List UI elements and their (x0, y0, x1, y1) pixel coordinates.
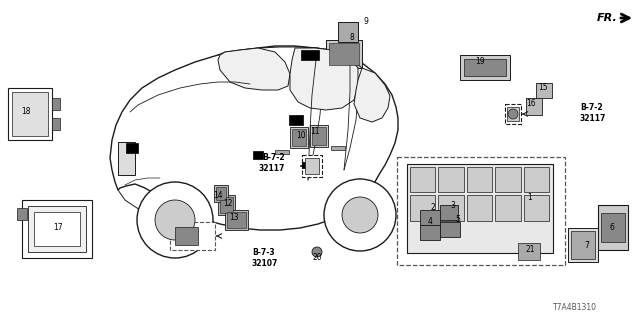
Text: 9: 9 (364, 18, 369, 27)
Bar (275, 150, 289, 154)
Bar (126, 143, 138, 153)
Bar (292, 129, 306, 146)
Text: 13: 13 (229, 213, 239, 222)
Circle shape (155, 200, 195, 240)
Text: 18: 18 (21, 108, 31, 116)
Polygon shape (110, 46, 398, 230)
Bar (410, 195, 435, 221)
Bar (170, 222, 215, 250)
Bar (22, 200, 92, 258)
Bar (505, 104, 521, 124)
Text: 7: 7 (584, 241, 589, 250)
Bar (12, 92, 48, 136)
Bar (571, 231, 595, 259)
Bar (598, 205, 628, 250)
Polygon shape (290, 48, 358, 110)
Polygon shape (354, 68, 390, 122)
Bar (289, 115, 303, 125)
Bar (301, 50, 319, 60)
Bar (524, 167, 549, 192)
Circle shape (312, 247, 322, 257)
Text: 8: 8 (349, 33, 355, 42)
Bar (227, 212, 246, 228)
Bar (8, 88, 52, 140)
Bar (28, 206, 86, 252)
Circle shape (324, 179, 396, 251)
Text: 11: 11 (310, 127, 320, 137)
Text: 1: 1 (527, 194, 532, 203)
Bar (302, 162, 310, 168)
Text: 19: 19 (475, 58, 485, 67)
Bar (253, 151, 263, 159)
Bar (526, 98, 542, 115)
Bar (420, 225, 440, 240)
Text: 14: 14 (213, 190, 223, 199)
Bar (410, 167, 435, 192)
Bar (495, 195, 520, 221)
Bar (495, 167, 520, 192)
Text: 3: 3 (451, 201, 456, 210)
Text: 5: 5 (456, 215, 460, 225)
Bar (218, 195, 235, 215)
Bar (329, 43, 359, 65)
Bar (438, 195, 464, 221)
Bar (338, 22, 358, 42)
Circle shape (137, 182, 213, 258)
Text: 16: 16 (526, 99, 536, 108)
Bar (464, 59, 506, 76)
Bar (290, 127, 308, 148)
Bar (52, 98, 60, 110)
Text: 6: 6 (609, 223, 614, 233)
Bar (17, 208, 27, 220)
Bar (524, 195, 549, 221)
Bar (312, 127, 326, 145)
Text: 20: 20 (312, 253, 322, 262)
Text: 21: 21 (525, 245, 535, 254)
Bar (438, 167, 464, 192)
Bar (507, 107, 519, 121)
Bar (305, 158, 319, 174)
Bar (518, 243, 540, 260)
Bar (536, 83, 552, 98)
Text: FR.: FR. (597, 13, 618, 23)
Bar (397, 157, 565, 265)
Text: B-7-2
32117: B-7-2 32117 (580, 103, 606, 123)
Bar (467, 195, 492, 221)
Text: 15: 15 (538, 84, 548, 92)
Text: T7A4B1310: T7A4B1310 (553, 303, 597, 313)
Bar (440, 205, 458, 220)
Bar (407, 164, 553, 253)
Bar (331, 146, 345, 150)
Text: 12: 12 (223, 199, 233, 209)
Bar (467, 167, 492, 192)
Circle shape (342, 197, 378, 233)
Bar (214, 185, 228, 202)
Text: 4: 4 (428, 218, 433, 227)
Bar (118, 142, 135, 175)
Bar (220, 197, 233, 213)
Bar (440, 222, 460, 237)
Bar (460, 55, 510, 80)
Text: 17: 17 (53, 223, 63, 233)
Circle shape (508, 109, 518, 119)
Bar (225, 210, 248, 230)
Bar (326, 40, 362, 68)
Text: 10: 10 (296, 131, 306, 140)
Bar (175, 227, 198, 245)
Bar (310, 125, 328, 147)
Bar (420, 210, 440, 225)
Bar (601, 213, 625, 242)
Text: 2: 2 (431, 204, 435, 212)
Text: B-7-2
32117: B-7-2 32117 (259, 153, 285, 173)
Text: B-7-3
32107: B-7-3 32107 (252, 248, 278, 268)
Bar (568, 228, 598, 262)
Bar (216, 187, 226, 200)
Bar (52, 118, 60, 130)
Bar (302, 155, 322, 177)
Bar (34, 212, 80, 246)
Polygon shape (218, 48, 290, 90)
